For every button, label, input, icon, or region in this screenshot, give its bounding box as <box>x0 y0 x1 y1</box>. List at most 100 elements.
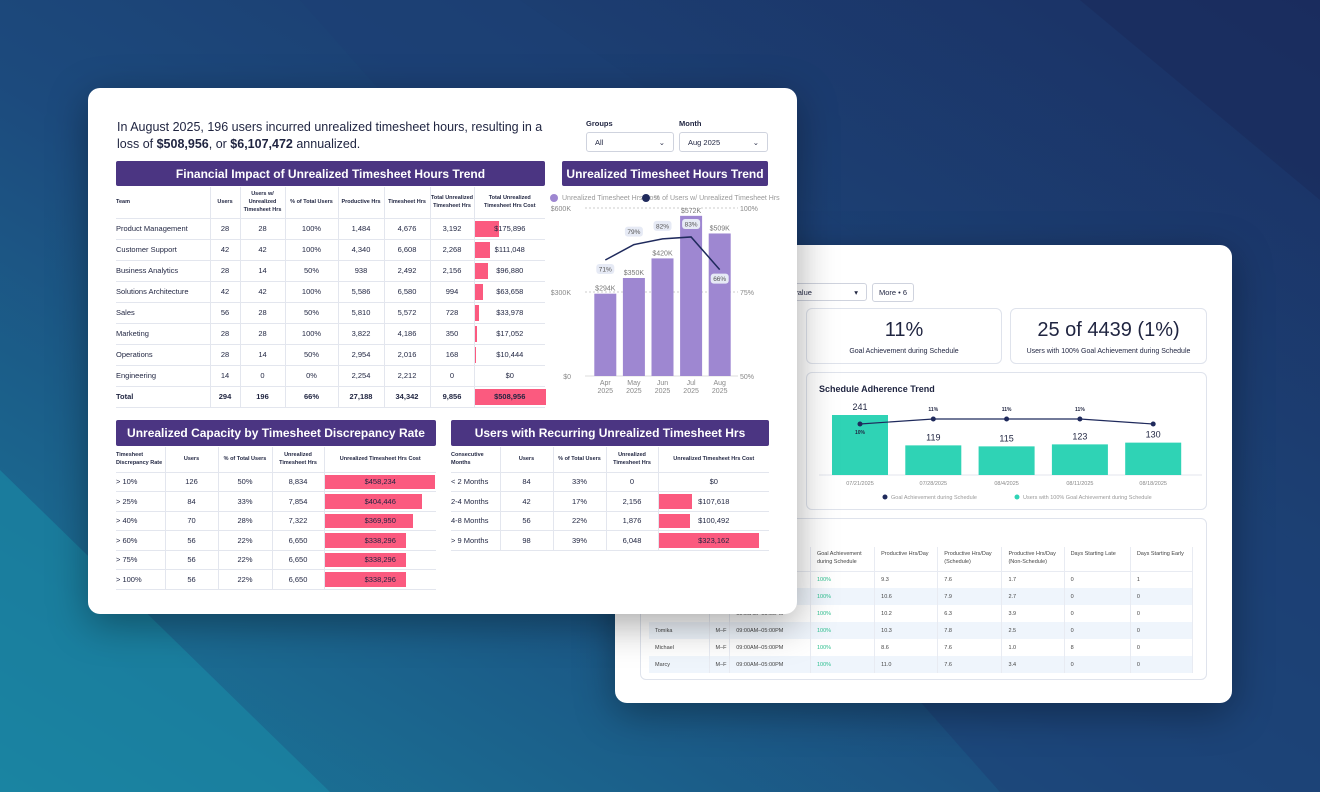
table-row: 4-8 Months 56 22% 1,876 $100,492 <box>451 511 769 531</box>
recurring-table: Consecutive Months Users% of Total Users U… <box>451 447 769 551</box>
unrealized-hours-trend-chart: Unrealized Timesheet Hrs Cost% of Users … <box>550 194 780 395</box>
bar <box>622 278 645 376</box>
table-row[interactable]: Marcy M–F 09:00AM–05:00PM 100% 11.0 7.6 3.4 0 0 <box>649 656 1194 673</box>
groups-select[interactable]: All ⌄ <box>586 132 674 152</box>
table-cell: 100% <box>810 605 876 622</box>
legend-label: Users with 100% Goal Achievement during … <box>1023 495 1152 501</box>
table-cell: 0 <box>1064 656 1131 673</box>
cell-text: 39% <box>571 535 587 545</box>
line-point-label: 82% <box>653 220 672 231</box>
table-cell: Michael <box>649 639 710 656</box>
table-cell: 126 <box>165 472 219 492</box>
table-cell: 0 <box>1130 605 1194 622</box>
filter-select[interactable]: value ▾ <box>785 283 867 301</box>
table-row: Marketing 28 28 100% 3,822 4,186 350 $17,052 <box>116 323 545 345</box>
cell-text: 14 <box>258 350 267 359</box>
month-select[interactable]: Aug 2025 ⌄ <box>679 132 768 152</box>
table-cell: 100% <box>810 571 876 588</box>
table-row[interactable]: Michael M–F 09:00AM–05:00PM 100% 8.6 7.6 1.0 8 0 <box>649 639 1194 656</box>
cell-text: 2,492 <box>397 266 417 275</box>
table-cell: Solutions Architecture <box>116 281 211 303</box>
groups-label: Groups <box>586 119 613 128</box>
table-row[interactable]: Tomika M–F 09:00AM–05:00PM 100% 10.3 7.8 2.5 0 0 <box>649 622 1194 639</box>
cell-text: 728 <box>445 308 459 317</box>
column-header: Productive Hrs/Day (Non-Schedule) <box>1001 547 1065 572</box>
cell-text: $107,618 <box>698 496 730 506</box>
table-cell: 56 <box>165 530 219 551</box>
cost-bar <box>324 533 406 548</box>
table-cell: Total <box>116 386 211 408</box>
table-cell: 2-4 Months <box>451 491 501 512</box>
bar-label: 130 <box>1146 430 1161 440</box>
legend-label: Goal Achievement during Schedule <box>891 495 977 501</box>
table-cell: 27,188 <box>338 386 385 408</box>
legend-swatch-bars <box>550 194 558 202</box>
cell-text: 100% <box>301 329 322 338</box>
cell-text: 5,572 <box>397 308 417 317</box>
cell-text: 50% <box>303 266 319 275</box>
caret-down-icon: ▾ <box>854 287 858 297</box>
column-header: Unrealized Timesheet Hrs Cost <box>324 447 436 473</box>
line-point-label: 10% <box>855 430 866 436</box>
cell-text: $404,446 <box>364 496 396 506</box>
table-cell: 994 <box>430 281 475 303</box>
table-cell: 0 <box>1130 639 1194 656</box>
table-row: Customer Support 42 42 100% 4,340 6,608 2,268 $… <box>116 239 545 261</box>
table-cell: 8 <box>1064 639 1131 656</box>
cell-text: $338,296 <box>364 574 396 584</box>
legend-swatch-line <box>882 494 888 500</box>
table-cell: > 100% <box>116 569 166 590</box>
column-header: Unrealized Timesheet Hrs <box>606 447 659 473</box>
table-cell: 09:00AM–05:00PM <box>729 622 811 639</box>
cost-bar <box>324 513 414 528</box>
cell-text: 42 <box>258 287 267 296</box>
table-cell: 6,048 <box>606 530 659 551</box>
cost-cell: $10,444 <box>474 344 545 366</box>
table-cell: 0 <box>430 365 475 387</box>
table-cell: M–F <box>709 622 731 639</box>
table-cell: 6,650 <box>272 550 325 570</box>
table-cell: 9.3 <box>874 571 939 588</box>
cost-cell: $404,446 <box>324 491 436 512</box>
cell-text: 196 <box>256 392 269 401</box>
table-cell: 6.3 <box>937 605 1003 622</box>
line-series <box>604 236 721 271</box>
svg-text:79%: 79% <box>627 229 640 236</box>
cell-text: 28 <box>220 224 230 233</box>
table-cell: 50% <box>285 302 339 324</box>
table-cell: 9,856 <box>430 386 475 408</box>
cost-bar <box>658 533 759 548</box>
cell-text: 2-4 Months <box>451 496 489 506</box>
table-cell: Marcy <box>649 656 710 673</box>
column-header: Productive Hrs/Day (Schedule) <box>937 547 1003 572</box>
bar-label: 123 <box>1072 431 1087 441</box>
line-point <box>1077 416 1083 422</box>
column-header: Unrealized Timesheet Hrs Cost <box>658 447 769 473</box>
table-cell: 2,254 <box>338 365 385 387</box>
bar-label: $509K <box>710 225 731 232</box>
bar-label: $350K <box>624 270 645 277</box>
table-cell: 39% <box>553 530 607 551</box>
cell-text: Marketing <box>116 329 149 338</box>
column-header: Productive Hrs/Day <box>874 547 939 572</box>
table-row: > 9 Months 98 39% 6,048 $323,162 <box>451 530 769 551</box>
cost-cell: $63,658 <box>474 281 545 303</box>
table-cell: 14 <box>240 260 286 282</box>
more-filters-button[interactable]: More • 6 <box>872 283 915 302</box>
column-header: Days Starting Early <box>1130 547 1194 572</box>
chart-title: Schedule Adherence Trend <box>819 384 935 394</box>
column-header: Users <box>165 447 219 473</box>
table-cell: 100% <box>285 281 339 303</box>
table-cell: 0 <box>1130 622 1194 639</box>
table-cell: 7,854 <box>272 491 325 512</box>
cell-text: Product Management <box>116 224 188 233</box>
cost-cell: $107,618 <box>658 491 769 512</box>
table-cell: 0 <box>240 365 286 387</box>
column-header: Unrealized Timesheet Hrs <box>272 447 325 473</box>
cell-text: 98 <box>522 535 531 545</box>
table-cell: 6,608 <box>384 239 431 261</box>
cell-text: 56 <box>522 516 531 526</box>
discrepancy-header: Unrealized Capacity by Timesheet Discrep… <box>116 420 436 446</box>
table-cell: 56 <box>165 550 219 570</box>
table-cell: 4,186 <box>384 323 431 345</box>
